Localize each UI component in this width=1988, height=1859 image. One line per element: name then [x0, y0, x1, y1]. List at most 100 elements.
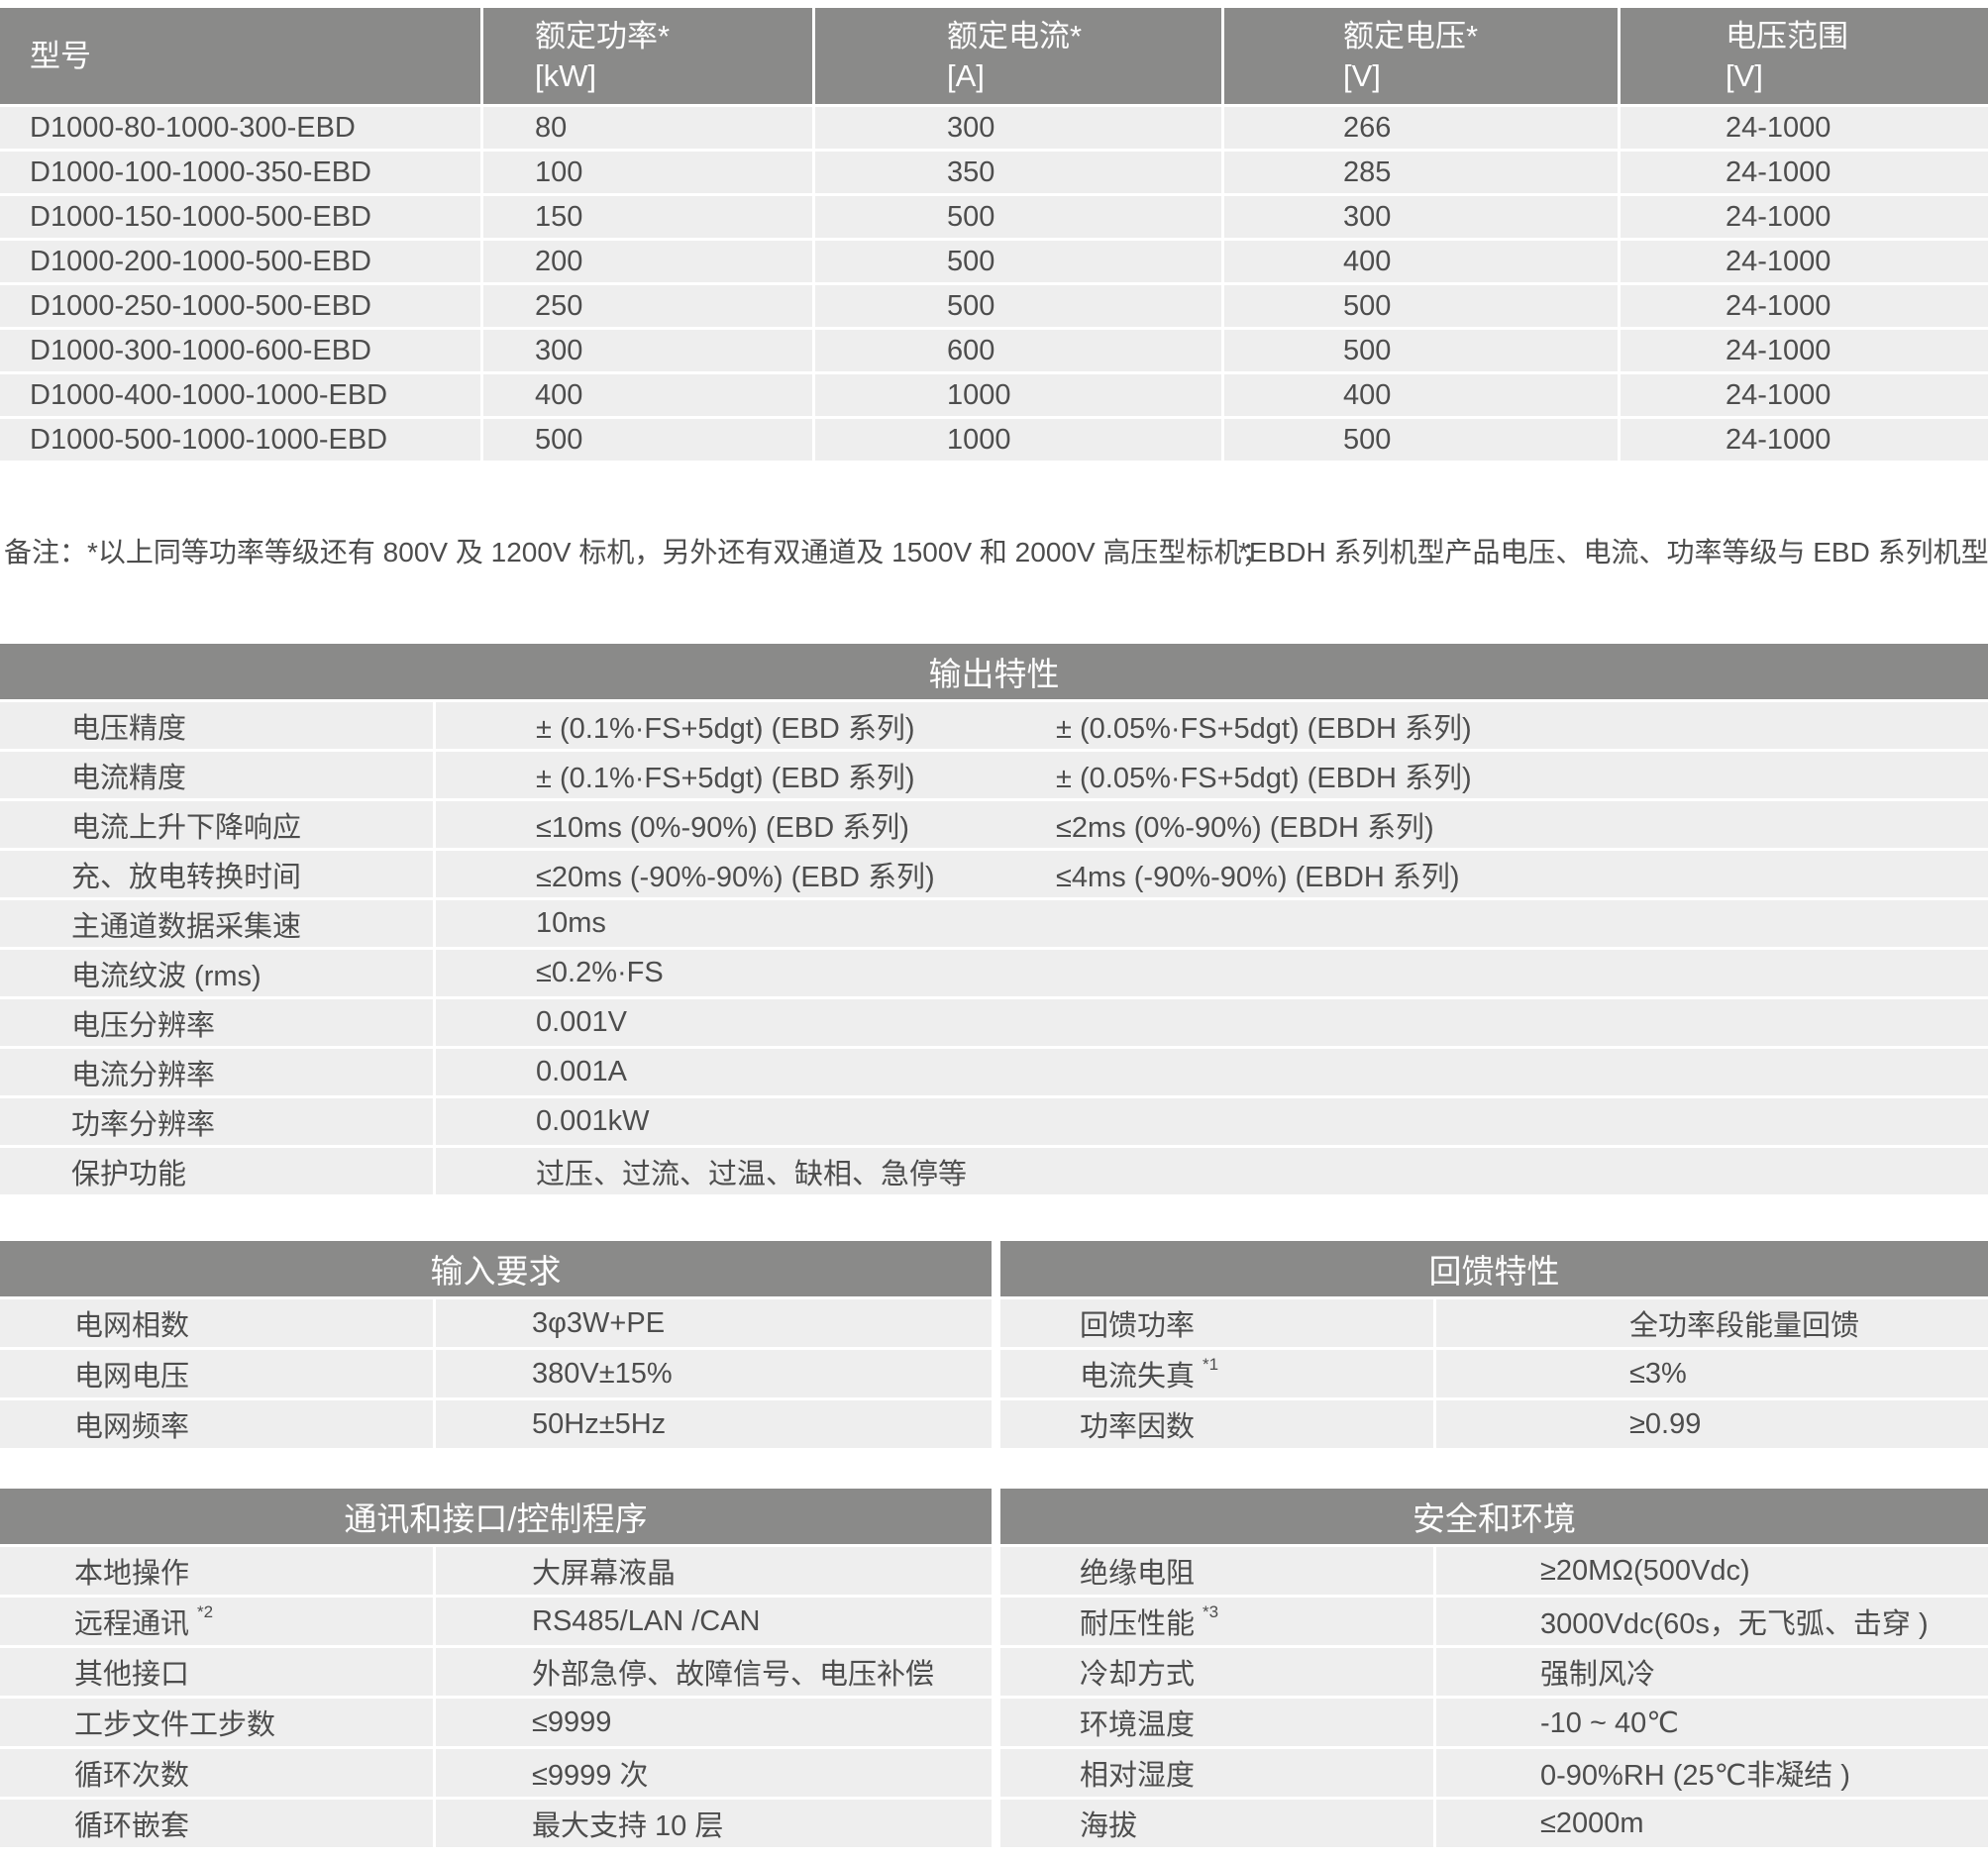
- spec-row: 功率因数 ≥0.99: [1000, 1400, 1988, 1451]
- section-feedback-characteristics: 回馈特性 回馈功率 全功率段能量回馈 电流失真 *1 ≤3% 功率因数 ≥0.99: [1000, 1241, 1988, 1451]
- spec-row: 环境温度 -10 ~ 40℃: [1000, 1699, 1988, 1749]
- spec-row: 保护功能 过压、过流、过温、缺相、急停等: [0, 1148, 1988, 1197]
- spec-value: 3φ3W+PE: [532, 1306, 666, 1339]
- spec-label: 电流失真 *1: [1000, 1350, 1436, 1397]
- spec-value: ≤9999 次: [532, 1760, 649, 1792]
- spec-row: 电网相数 3φ3W+PE: [0, 1299, 992, 1350]
- spec-label: 本地操作: [0, 1547, 436, 1595]
- column-header-rated-voltage: 额定电压* [V]: [1221, 8, 1618, 104]
- spec-value-ebd: 0.001kW: [536, 1105, 650, 1137]
- current-cell: 1000: [812, 374, 1221, 416]
- footnotes-line: 备注：*以上同等功率等级还有 800V 及 1200V 标机，另外还有双通道及 …: [0, 535, 1988, 570]
- spec-label: 电网电压: [0, 1350, 436, 1397]
- model-cell: D1000-200-1000-500-EBD: [30, 245, 371, 277]
- spec-row: 其他接口 外部急停、故障信号、电压补偿: [0, 1648, 992, 1699]
- spec-label: 循环次数: [0, 1749, 436, 1797]
- model-cell: D1000-250-1000-500-EBD: [30, 289, 371, 322]
- spec-value: 380V±15%: [532, 1357, 673, 1390]
- section-output-characteristics: 输出特性 电压精度 ± (0.1%·FS+5dgt) (EBD 系列) ± (0…: [0, 644, 1988, 1197]
- spec-value-ebdh: ≤4ms (-90%-90%) (EBDH 系列): [1056, 861, 1460, 893]
- range-cell: 24-1000: [1618, 419, 1988, 461]
- spec-row: 海拔 ≤2000m: [1000, 1800, 1988, 1850]
- section-title-safety: 安全和环境: [1000, 1489, 1988, 1547]
- model-table-row: D1000-150-1000-500-EBD 150 500 300 24-10…: [0, 196, 1988, 241]
- spec-value: ≤9999: [532, 1705, 612, 1738]
- spec-label: 相对湿度: [1000, 1749, 1436, 1797]
- spec-row: 电流上升下降响应 ≤10ms (0%-90%) (EBD 系列) ≤2ms (0…: [0, 801, 1988, 851]
- spec-value-ebdh: [1056, 1098, 1988, 1145]
- spec-row: 电流纹波 (rms) ≤0.2%·FS: [0, 950, 1988, 999]
- spec-row: 本地操作 大屏幕液晶: [0, 1547, 992, 1598]
- spec-row: 充、放电转换时间 ≤20ms (-90%-90%) (EBD 系列) ≤4ms …: [0, 851, 1988, 900]
- spec-label: 功率分辨率: [0, 1098, 436, 1145]
- voltage-cell: 266: [1221, 107, 1618, 149]
- power-cell: 100: [480, 152, 812, 193]
- spec-value-ebd: ≤20ms (-90%-90%) (EBD 系列): [536, 861, 935, 893]
- range-cell: 24-1000: [1618, 241, 1988, 282]
- datasheet-page: 型号 额定功率* [kW] 额定电流* [A] 额定电压* [V] 电压范围 [V] D…: [0, 8, 1988, 1859]
- current-cell: 300: [812, 107, 1221, 149]
- spec-value-ebdh: ± (0.05%·FS+5dgt) (EBDH 系列): [1056, 712, 1472, 745]
- section-title-text: 输入要求: [430, 1253, 562, 1290]
- spec-value-ebdh: ± (0.05%·FS+5dgt) (EBDH 系列): [1056, 762, 1472, 794]
- current-cell: 1000: [812, 419, 1221, 461]
- spec-label: 海拔: [1000, 1800, 1436, 1847]
- spec-label: 循环嵌套: [0, 1800, 436, 1847]
- spec-label: 电流纹波 (rms): [0, 950, 436, 996]
- power-cell: 400: [480, 374, 812, 416]
- section-title-communication: 通讯和接口/控制程序: [0, 1489, 992, 1547]
- section-safety-environment: 安全和环境 绝缘电阻 ≥20MΩ(500Vdc) 耐压性能 *3 3000Vdc(…: [1000, 1489, 1988, 1850]
- voltage-cell: 400: [1221, 241, 1618, 282]
- spec-value: ≥0.99: [1629, 1407, 1702, 1440]
- spec-value: 50Hz±5Hz: [532, 1407, 667, 1440]
- spec-label: 电流分辨率: [0, 1049, 436, 1095]
- model-table-row: D1000-250-1000-500-EBD 250 500 500 24-10…: [0, 285, 1988, 330]
- spec-row: 电流失真 *1 ≤3%: [1000, 1350, 1988, 1400]
- power-cell: 300: [480, 330, 812, 371]
- voltage-cell: 500: [1221, 330, 1618, 371]
- range-cell: 24-1000: [1618, 374, 1988, 416]
- current-cell: 500: [812, 241, 1221, 282]
- spec-label: 远程通讯 *2: [0, 1598, 436, 1645]
- spec-row: 电压精度 ± (0.1%·FS+5dgt) (EBD 系列) ± (0.05%·…: [0, 702, 1988, 752]
- spec-value-ebdh: [1056, 900, 1988, 947]
- section-title-text: 安全和环境: [1413, 1500, 1576, 1537]
- spec-row: 主通道数据采集速 10ms: [0, 900, 1988, 950]
- range-cell: 24-1000: [1618, 285, 1988, 327]
- spec-label: 冷却方式: [1000, 1648, 1436, 1696]
- spec-row: 绝缘电阻 ≥20MΩ(500Vdc): [1000, 1547, 1988, 1598]
- power-cell: 80: [480, 107, 812, 149]
- model-table-row: D1000-500-1000-1000-EBD 500 1000 500 24-…: [0, 419, 1988, 464]
- voltage-cell: 400: [1221, 374, 1618, 416]
- spec-label: 电流精度: [0, 752, 436, 798]
- section-title-output: 输出特性: [0, 644, 1988, 702]
- spec-value: 强制风冷: [1540, 1659, 1656, 1691]
- spec-label: 电网相数: [0, 1299, 436, 1347]
- spec-value: ≤3%: [1629, 1357, 1687, 1390]
- spec-value-ebdh: [1056, 950, 1988, 996]
- model-table-header-row: 型号 额定功率* [kW] 额定电流* [A] 额定电压* [V] 电压范围 [V]: [0, 8, 1988, 107]
- current-cell: 600: [812, 330, 1221, 371]
- model-ratings-table: 型号 额定功率* [kW] 额定电流* [A] 额定电压* [V] 电压范围 [V] D…: [0, 8, 1988, 464]
- spec-label: 主通道数据采集速: [0, 900, 436, 947]
- spec-label: 工步文件工步数: [0, 1699, 436, 1746]
- footnote-marker: *1: [1203, 1355, 1219, 1374]
- spec-value-ebdh: [1056, 1148, 1988, 1194]
- spec-row: 循环嵌套 最大支持 10 层: [0, 1800, 992, 1850]
- spec-value: -10 ~ 40℃: [1540, 1706, 1679, 1739]
- spec-row: 循环次数 ≤9999 次: [0, 1749, 992, 1800]
- spec-label: 电压分辨率: [0, 999, 436, 1046]
- spec-label: 绝缘电阻: [1000, 1547, 1436, 1595]
- spec-row: 电网电压 380V±15%: [0, 1350, 992, 1400]
- spec-value: 全功率段能量回馈: [1629, 1310, 1860, 1342]
- spec-value: ≤2000m: [1540, 1807, 1644, 1839]
- spec-value-ebd: 10ms: [536, 907, 606, 939]
- spec-value-ebd: ± (0.1%·FS+5dgt) (EBD 系列): [536, 712, 915, 745]
- spec-value-ebd: 过压、过流、过温、缺相、急停等: [536, 1158, 968, 1190]
- voltage-cell: 285: [1221, 152, 1618, 193]
- spec-row: 电压分辨率 0.001V: [0, 999, 1988, 1049]
- spec-label: 电流上升下降响应: [0, 801, 436, 848]
- range-cell: 24-1000: [1618, 330, 1988, 371]
- voltage-cell: 300: [1221, 196, 1618, 238]
- spec-value: 大屏幕液晶: [532, 1558, 677, 1590]
